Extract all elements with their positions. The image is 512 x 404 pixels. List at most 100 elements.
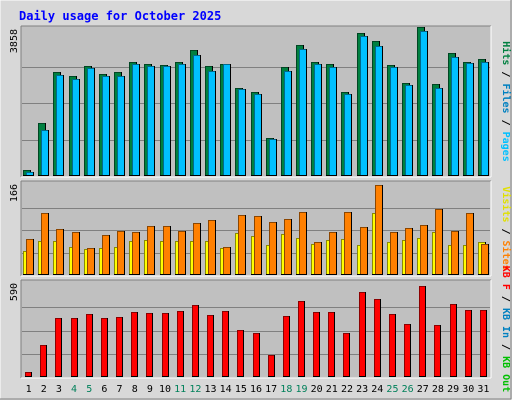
bar-volume-kb-f-1 (25, 372, 32, 377)
bar-hits-files-12 (193, 55, 201, 176)
bar-visits-sites-6 (102, 235, 110, 275)
bar-visits-sites-18 (284, 219, 292, 275)
x-tick-label: 23 (356, 384, 368, 395)
legend-entry: KB In (500, 308, 511, 338)
panel-hits: 3858 Hits / Files / Pages (9, 25, 512, 178)
panel-visits: 166 Visits / Sites (9, 180, 512, 277)
bar-hits-files-5 (87, 68, 95, 176)
legend-entry: / (500, 290, 511, 308)
bar-visits-sites-10 (163, 226, 171, 275)
bar-volume-kb-f-16 (253, 333, 260, 377)
bar-volume-kb-f-23 (359, 292, 366, 377)
bar-hits-files-20 (314, 64, 322, 176)
chart-title: Daily usage for October 2025 (19, 9, 221, 23)
bar-hits-files-16 (254, 94, 262, 176)
bar-hits-files-9 (147, 66, 155, 176)
x-tick-label: 25 (386, 384, 398, 395)
bar-hits-files-3 (56, 75, 64, 176)
bar-volume-kb-f-30 (465, 310, 472, 377)
bar-visits-sites-20 (314, 242, 322, 275)
bar-volume-kb-f-10 (162, 313, 169, 377)
bar-hits-files-4 (72, 79, 80, 176)
bar-hits-files-18 (284, 71, 292, 176)
legend-entry: KB F (500, 266, 511, 290)
bar-volume-kb-f-9 (146, 313, 153, 377)
legend-entry: Files (500, 83, 512, 113)
x-tick-label: 8 (132, 384, 138, 395)
x-tick-label: 9 (147, 384, 153, 395)
legend-entry: KB Out (500, 356, 511, 392)
bar-hits-files-30 (466, 63, 474, 176)
bar-visits-sites-7 (117, 231, 125, 275)
x-tick-label: 3 (56, 384, 62, 395)
x-tick-label: 15 (235, 384, 247, 395)
bar-volume-kb-f-26 (404, 324, 411, 377)
x-tick-label: 28 (432, 384, 444, 395)
legend-entry: Sites (500, 241, 512, 271)
x-tick-label: 14 (220, 384, 232, 395)
x-tick-label: 1 (26, 384, 32, 395)
legend-entry: / (500, 114, 511, 132)
bar-hits-files-7 (117, 76, 125, 176)
bar-hits-files-26 (405, 85, 413, 176)
bar-visits-sites-4 (72, 232, 80, 275)
legend-entry: / (500, 222, 511, 240)
bar-volume-kb-f-3 (55, 318, 62, 377)
bar-visits-sites-11 (178, 231, 186, 275)
bar-visits-sites-3 (56, 229, 64, 275)
panel-volume: 590 KB F / KB In / KB Out (9, 266, 511, 392)
bar-hits-files-24 (375, 46, 383, 176)
x-tick-label: 26 (402, 384, 414, 395)
bar-volume-kb-f-8 (131, 312, 138, 377)
bar-visits-sites-15 (238, 215, 246, 275)
bar-visits-sites-13 (208, 220, 216, 275)
bar-volume-kb-f-7 (116, 317, 123, 377)
bar-visits-sites-14 (223, 247, 231, 275)
bar-visits-sites-16 (254, 216, 262, 275)
panel-visits-legend: Visits / Sites (500, 186, 512, 270)
bar-hits-files-14 (223, 64, 231, 176)
bar-volume-kb-f-21 (328, 312, 335, 377)
bar-volume-kb-f-5 (86, 314, 93, 377)
legend-entry: Visits (500, 186, 512, 222)
bar-volume-kb-f-12 (192, 305, 199, 377)
x-tick-label: 21 (326, 384, 338, 395)
bar-visits-sites-9 (147, 226, 155, 275)
bar-volume-kb-f-13 (207, 315, 214, 377)
bar-visits-sites-24 (375, 185, 383, 275)
bar-visits-sites-21 (329, 232, 337, 275)
bar-hits-files-21 (329, 67, 337, 176)
x-tick-label: 18 (280, 384, 292, 395)
bar-visits-sites-1 (26, 239, 34, 275)
bar-visits-sites-19 (299, 212, 307, 275)
bar-visits-sites-29 (451, 231, 459, 275)
bar-hits-files-15 (238, 89, 246, 176)
panel-volume-legend: KB F / KB In / KB Out (500, 266, 511, 392)
bar-volume-kb-f-18 (283, 316, 290, 377)
x-tick-label: 24 (371, 384, 383, 395)
bar-hits-files-8 (132, 64, 140, 176)
bar-volume-kb-f-17 (268, 355, 275, 377)
bar-hits-files-22 (344, 94, 352, 176)
x-tick-label: 22 (341, 384, 353, 395)
x-tick-label: 2 (41, 384, 47, 395)
bar-volume-kb-f-2 (40, 345, 47, 377)
bar-visits-sites-12 (193, 223, 201, 275)
legend-entry: Hits (500, 41, 512, 65)
bar-visits-sites-26 (405, 228, 413, 275)
bar-volume-kb-f-15 (237, 330, 244, 377)
bar-volume-kb-f-20 (313, 312, 320, 377)
bar-volume-kb-f-27 (419, 286, 426, 377)
bar-visits-sites-8 (132, 232, 140, 275)
x-tick-label: 4 (71, 384, 77, 395)
bar-visits-sites-23 (360, 227, 368, 275)
bar-hits-files-31 (481, 62, 489, 176)
bar-visits-sites-30 (466, 213, 474, 275)
x-tick-label: 10 (159, 384, 171, 395)
y-max-label: 166 (9, 184, 20, 202)
bar-hits-files-29 (451, 57, 459, 176)
bar-hits-files-27 (420, 31, 428, 176)
bar-hits-files-13 (208, 71, 216, 176)
